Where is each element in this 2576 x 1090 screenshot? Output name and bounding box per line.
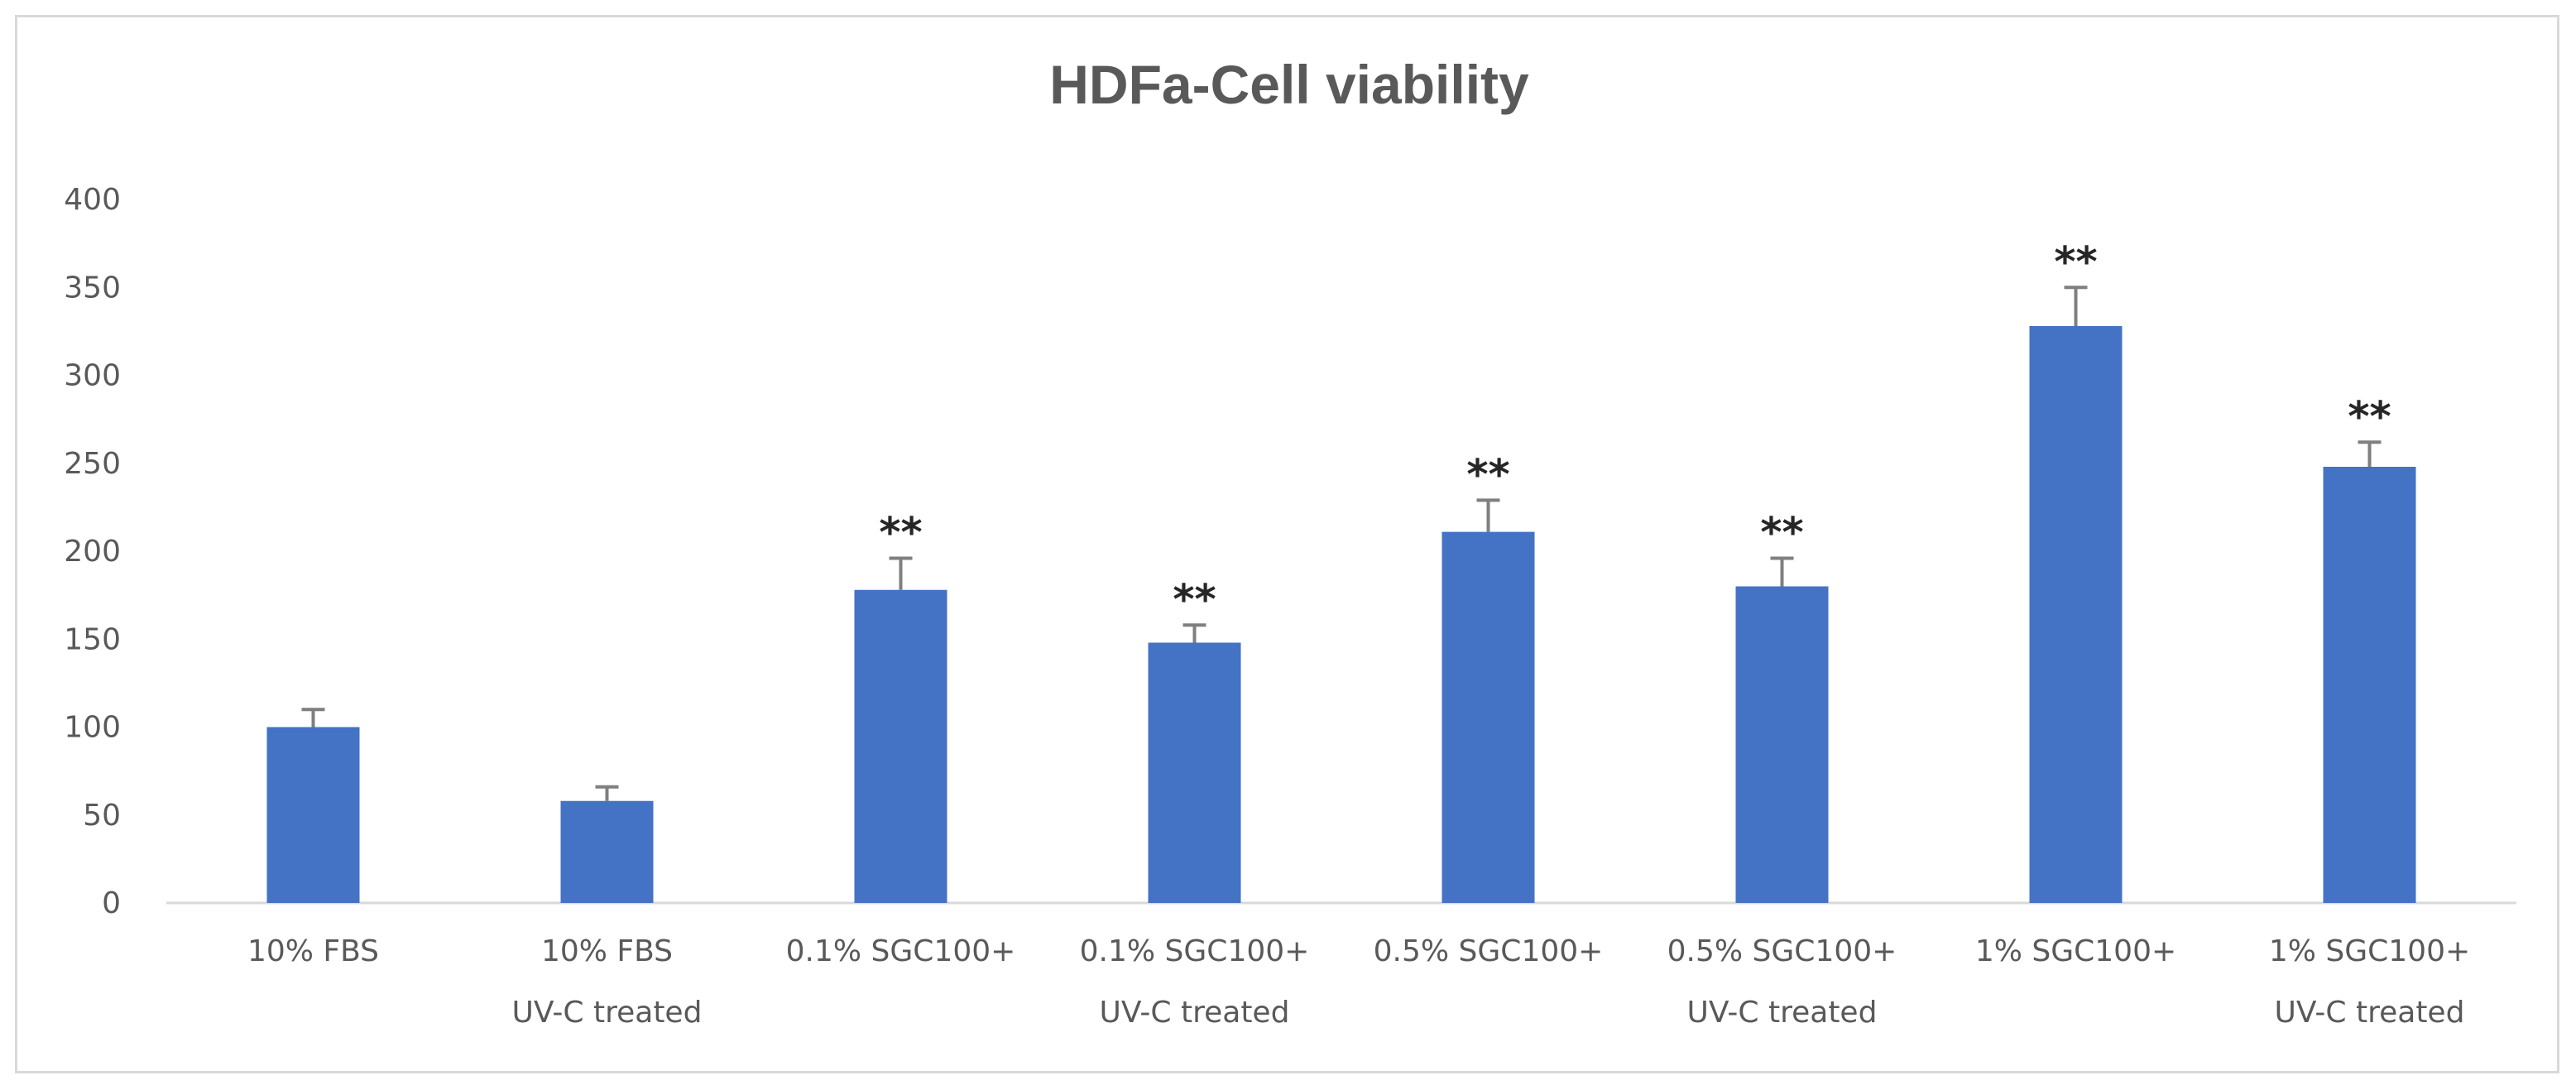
- x-tick-label: 0.5% SGC100+: [1374, 934, 1604, 968]
- chart-title: HDFa-Cell viability: [1049, 54, 1529, 115]
- x-tick-label: 1% SGC100+: [2269, 934, 2470, 968]
- x-labels: 10% FBS 10% FBS UV-C treated 0.1% SGC100+ 0.…: [247, 934, 2470, 1030]
- x-tick-label: 10% FBS: [247, 934, 379, 968]
- y-tick-label: 50: [83, 799, 121, 833]
- y-tick-label: 400: [64, 183, 121, 217]
- y-tick-label: 100: [64, 711, 121, 745]
- bar: [854, 589, 947, 903]
- x-tick-label: 1% SGC100+: [1975, 934, 2176, 968]
- y-tick-label: 250: [64, 447, 121, 481]
- bar: [2323, 467, 2416, 903]
- chart-frame: HDFa-Cell viability 0 50 100 150 200 250 300 35…: [15, 15, 2559, 1073]
- significance-label: **: [1173, 575, 1216, 623]
- bar: [1148, 642, 1241, 903]
- y-tick-label: 0: [102, 886, 121, 920]
- significance-label: **: [879, 509, 922, 557]
- x-tick-label: 0.5% SGC100+: [1667, 934, 1897, 968]
- chart-svg: HDFa-Cell viability 0 50 100 150 200 250 300 35…: [64, 54, 2516, 1030]
- bars: [266, 326, 2416, 903]
- annotations: ** ** ** ** ** **: [879, 238, 2391, 623]
- x-tick-label: 0.1% SGC100+: [786, 934, 1016, 968]
- x-tick-label: UV-C treated: [1687, 996, 1878, 1030]
- x-tick-label: UV-C treated: [1100, 996, 1290, 1030]
- significance-label: **: [1466, 450, 1509, 498]
- significance-label: **: [1760, 509, 1803, 557]
- significance-label: **: [2054, 238, 2097, 286]
- y-tick-label: 150: [64, 622, 121, 656]
- bar: [266, 727, 360, 903]
- significance-label: **: [2348, 392, 2391, 440]
- bar: [2029, 326, 2123, 903]
- bar: [1735, 586, 1829, 903]
- y-tick-label: 350: [64, 271, 121, 305]
- x-tick-label: UV-C treated: [2275, 996, 2465, 1030]
- y-tick-label: 200: [64, 535, 121, 569]
- x-tick-label: UV-C treated: [512, 996, 703, 1030]
- x-tick-label: 10% FBS: [541, 934, 673, 968]
- y-axis: 0 50 100 150 200 250 300 350 400: [64, 183, 121, 920]
- y-tick-label: 300: [64, 359, 121, 393]
- x-tick-label: 0.1% SGC100+: [1080, 934, 1310, 968]
- error-bars: [301, 286, 2382, 801]
- bar: [560, 800, 654, 903]
- bar: [1442, 531, 1535, 903]
